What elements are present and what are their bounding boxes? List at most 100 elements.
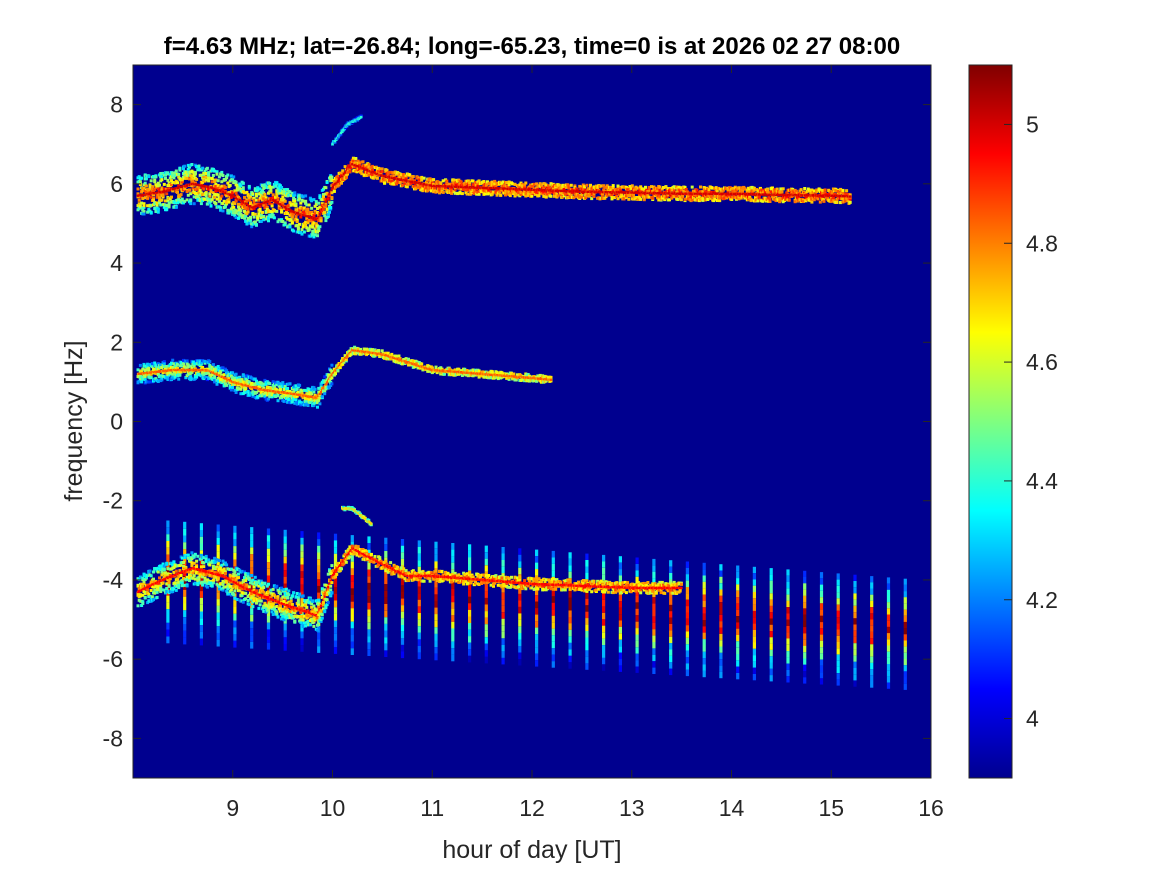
trace-cell [300, 232, 304, 236]
stripe-segment [853, 587, 857, 594]
stripe-segment [652, 654, 656, 662]
trace-cell [191, 187, 195, 191]
trace-cell [152, 196, 155, 200]
stripe-segment [853, 624, 857, 631]
trace-cell [251, 394, 255, 398]
stripe-segment [635, 589, 639, 596]
trace-cell [383, 181, 387, 185]
stripe-segment [853, 680, 857, 687]
trace-cell [280, 208, 284, 212]
trace-cell [241, 374, 245, 378]
stripe-segment [451, 582, 455, 589]
stripe-segment [333, 593, 338, 601]
trace-cell [513, 182, 517, 186]
stripe-segment [551, 635, 555, 642]
trace-cell [209, 204, 213, 208]
trace-cell [530, 194, 534, 198]
trace-cell [452, 183, 456, 187]
trace-cell [348, 169, 352, 173]
trace-cell [146, 373, 150, 377]
stripe-segment [317, 632, 321, 640]
stripe-segment [400, 611, 405, 619]
stripe-segment [769, 662, 773, 669]
trace-cell [344, 176, 348, 180]
trace-cell [214, 366, 218, 370]
trace-cell [240, 216, 244, 219]
stripe-segment [400, 552, 405, 559]
trace-cell [141, 367, 145, 371]
trace-cell [208, 194, 212, 198]
stripe-segment [317, 592, 321, 600]
stripe-segment [719, 659, 723, 666]
stripe-segment [568, 604, 572, 611]
trace-cell [158, 201, 161, 205]
trace-cell [603, 185, 607, 189]
trace-cell [757, 194, 761, 198]
trace-cell [713, 195, 717, 198]
stripe-segment [501, 566, 505, 574]
trace-cell [203, 359, 207, 363]
trace-cell [836, 196, 840, 200]
trace-cell [219, 208, 223, 212]
stripe-segment [551, 661, 555, 668]
stripe-segment [702, 664, 706, 671]
stripe-segment [384, 584, 388, 591]
trace-cell [281, 195, 285, 199]
stripe-segment [216, 524, 220, 532]
trace-cell [270, 393, 274, 397]
trace-cell [735, 188, 738, 192]
stripe-segment [451, 628, 455, 635]
trace-cell [234, 391, 238, 394]
trace-cell [494, 191, 498, 194]
trace-cell [234, 372, 238, 376]
trace-cell [201, 166, 205, 170]
trace-cell [320, 198, 324, 202]
trace-cell [292, 212, 296, 216]
stripe-segment [501, 618, 505, 626]
stripe-segment [384, 623, 388, 631]
trace-cell [227, 191, 231, 194]
stripe-segment [551, 570, 555, 577]
plot-content [136, 114, 907, 690]
trace-cell [768, 200, 772, 203]
trace-cell [239, 212, 243, 216]
trace-cell [693, 193, 697, 197]
trace-cell [555, 192, 559, 196]
trace-cell [161, 193, 165, 197]
trace-cell [219, 368, 223, 372]
trace-cell [840, 197, 844, 201]
stripe-segment [702, 569, 706, 576]
stripe-segment [836, 679, 840, 686]
stripe-segment [451, 608, 455, 616]
trace-cell [179, 370, 183, 374]
stripe-segment [518, 606, 522, 614]
stripe-segment [853, 668, 857, 675]
trace-cell [441, 179, 445, 183]
trace-cell [378, 167, 382, 171]
trace-cell [360, 172, 364, 176]
trace-cell [264, 217, 268, 221]
trace-cell [498, 190, 501, 194]
trace-cell [147, 194, 151, 198]
trace-cell [180, 197, 184, 201]
trace-cell [275, 383, 279, 387]
stripe-segment [417, 606, 421, 613]
trace-cell [173, 201, 177, 204]
stripe-segment [434, 587, 438, 595]
trace-cell [231, 386, 235, 389]
trace-core-cell [336, 180, 340, 183]
trace-cell [770, 186, 774, 190]
stripe-segment [568, 552, 572, 559]
trace-cell [204, 191, 208, 195]
trace-cell [490, 192, 494, 196]
trace-cell [227, 377, 231, 381]
stripe-segment [233, 546, 237, 553]
stripe-segment [283, 529, 287, 537]
trace-cell [216, 184, 220, 187]
stripe-segment [266, 629, 271, 637]
stripe-segment [400, 598, 405, 606]
trace-cell [164, 173, 167, 177]
trace-cell [808, 196, 811, 200]
trace-cell [154, 377, 158, 381]
trace-cell [357, 163, 361, 167]
